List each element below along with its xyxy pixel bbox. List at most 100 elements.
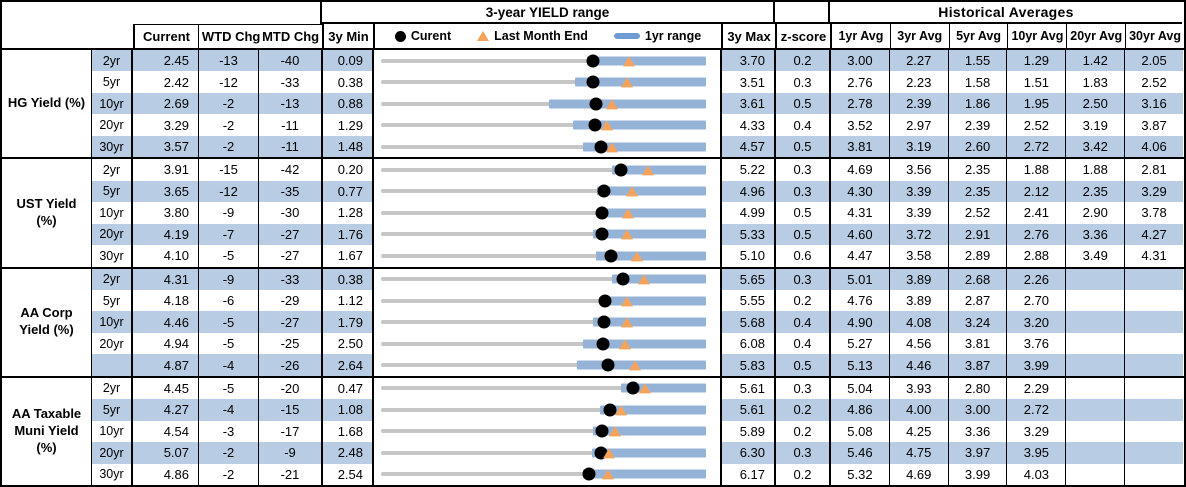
average-column-headers: 1yr Avg 3yr Avg 5yr Avg 10yr Avg 20yr Avg 30y… — [832, 24, 1184, 48]
avg-col-header: 1yr Avg — [832, 24, 891, 48]
z-score-cell: 0.5 — [776, 135, 831, 158]
avg-cell: 1.58 — [949, 71, 1008, 93]
avg-cell: 3.00 — [831, 50, 890, 72]
current-cell: 2.42 — [133, 71, 199, 93]
one-year-range-bar — [596, 251, 706, 261]
wtd-chg-cell: -2 — [199, 135, 259, 158]
mtd-chg-cell: -30 — [259, 202, 323, 224]
legend-current: Curent — [394, 29, 451, 43]
avg-cell — [1125, 399, 1183, 421]
avg-cell: 4.46 — [889, 354, 949, 376]
tenor-cell: 30yr — [92, 135, 133, 158]
avg-col-header: 20yr Avg — [1067, 24, 1127, 48]
last-month-end-triangle — [600, 120, 613, 131]
last-month-end-triangle — [608, 426, 621, 437]
avg-cell: 2.89 — [949, 245, 1008, 267]
avg-cell: 2.50 — [1066, 92, 1126, 115]
avg-cell: 2.39 — [949, 114, 1008, 136]
min-3y-cell: 0.20 — [323, 159, 374, 181]
avg-cell: 1.86 — [948, 92, 1008, 115]
avg-cell: 2.05 — [1125, 50, 1183, 72]
table-row: 2yr 4.45 -5 -20 0.47 5.61 0.3 5.04 3.93 2.80 2.29 — [92, 377, 1184, 400]
range-track — [381, 144, 706, 149]
avg-cell: 3.56 — [890, 159, 949, 181]
tenor-cell: 5yr — [92, 289, 133, 312]
range-bar-icon — [613, 33, 640, 39]
avg-cell: 3.29 — [1007, 420, 1067, 443]
range-chart-cell — [374, 92, 722, 115]
current-cell: 4.86 — [133, 463, 199, 486]
one-year-range-bar — [573, 120, 706, 130]
historical-averages-cells: 5.04 3.93 2.80 2.29 — [831, 377, 1183, 400]
avg-cell: 2.68 — [948, 268, 1008, 290]
legend-1yr-range: 1yr range — [613, 29, 701, 43]
min-3y-cell: 2.48 — [323, 442, 374, 464]
avg-cell — [1125, 464, 1183, 485]
current-dot — [601, 358, 615, 372]
avg-cell: 3.36 — [949, 420, 1008, 443]
wtd-chg-cell: -5 — [199, 311, 259, 333]
z-score-cell: 0.2 — [776, 463, 831, 486]
current-column-header: Current — [133, 24, 199, 48]
max-3y-cell: 4.57 — [722, 135, 776, 158]
chart-legend: Curent Last Month End 1yr range — [375, 24, 723, 48]
avg-cell: 3.76 — [1007, 332, 1067, 355]
wtd-mtd-column-header: WTD Chg MTD Chg — [199, 24, 324, 48]
avg-cell: 5.32 — [831, 463, 890, 486]
min-3y-cell: 1.68 — [323, 420, 374, 443]
max-3y-cell: 4.33 — [722, 114, 776, 136]
table-body: HG Yield (%) 2yr 2.45 -13 -40 0.09 3.70 0.2 3.00… — [2, 50, 1184, 486]
max-3y-cell: 5.33 — [722, 223, 776, 246]
wtd-chg-cell: -12 — [199, 71, 259, 93]
wtd-chg-cell: -12 — [199, 180, 259, 203]
z-score-cell: 0.3 — [776, 159, 831, 181]
avg-cell: 3.36 — [1066, 223, 1126, 246]
max-3y-cell: 4.96 — [722, 180, 776, 203]
z-score-cell: 0.6 — [776, 245, 831, 267]
header-blank-left — [2, 24, 133, 48]
avg-cell: 3.99 — [949, 463, 1008, 486]
tenor-cell: 20yr — [92, 442, 133, 464]
historical-averages-cells: 2.76 2.23 1.58 1.51 1.83 2.52 — [831, 71, 1183, 93]
current-cell: 4.46 — [133, 311, 199, 333]
avg-cell: 3.72 — [889, 223, 949, 246]
range-track — [381, 101, 706, 106]
max-3y-cell: 5.61 — [722, 377, 776, 400]
avg-cell: 3.87 — [948, 354, 1008, 376]
avg-cell: 3.39 — [890, 202, 949, 224]
avg-cell — [1066, 420, 1126, 443]
mtd-chg-cell: -15 — [259, 399, 323, 421]
avg-cell: 2.52 — [949, 202, 1008, 224]
avg-cell: 3.81 — [831, 135, 890, 158]
min-3y-cell: 1.12 — [323, 289, 374, 312]
avg-cell: 1.29 — [1007, 50, 1067, 72]
avg-cell: 3.97 — [948, 442, 1008, 464]
avg-cell — [1066, 442, 1126, 464]
current-cell: 4.31 — [133, 268, 199, 290]
last-month-end-triangle — [630, 251, 643, 262]
group-label-cell: AA Corp Yield (%) — [2, 268, 92, 376]
one-year-range-bar — [587, 56, 706, 66]
range-chart-cell — [374, 289, 722, 312]
table-row: 10yr 2.69 -2 -13 0.88 3.61 0.5 2.78 2.39 1.86 1.95… — [92, 92, 1184, 115]
last-month-end-triangle — [623, 56, 636, 67]
last-month-end-triangle — [620, 296, 633, 307]
table-row: 10yr 3.80 -9 -30 1.28 4.99 0.5 4.31 3.39 2.52 2.41… — [92, 202, 1184, 224]
avg-cell: 4.76 — [831, 289, 890, 312]
avg-cell: 2.29 — [1007, 377, 1067, 400]
current-dot — [597, 315, 611, 329]
wtd-chg-cell: -3 — [199, 420, 259, 443]
one-year-range-bar — [599, 405, 706, 415]
mtd-chg-cell: -27 — [259, 311, 323, 333]
wtd-chg-cell: -2 — [199, 463, 259, 486]
avg-cell: 2.35 — [948, 180, 1008, 203]
avg-cell: 4.31 — [831, 202, 890, 224]
current-dot — [589, 97, 603, 111]
range-chart-cell — [374, 420, 722, 443]
current-dot — [586, 54, 600, 68]
avg-cell — [1066, 399, 1126, 421]
range-track — [381, 80, 706, 85]
avg-cell: 4.60 — [831, 223, 890, 246]
avg-cell: 2.81 — [1141, 162, 1167, 178]
one-year-range-bar — [593, 229, 706, 239]
